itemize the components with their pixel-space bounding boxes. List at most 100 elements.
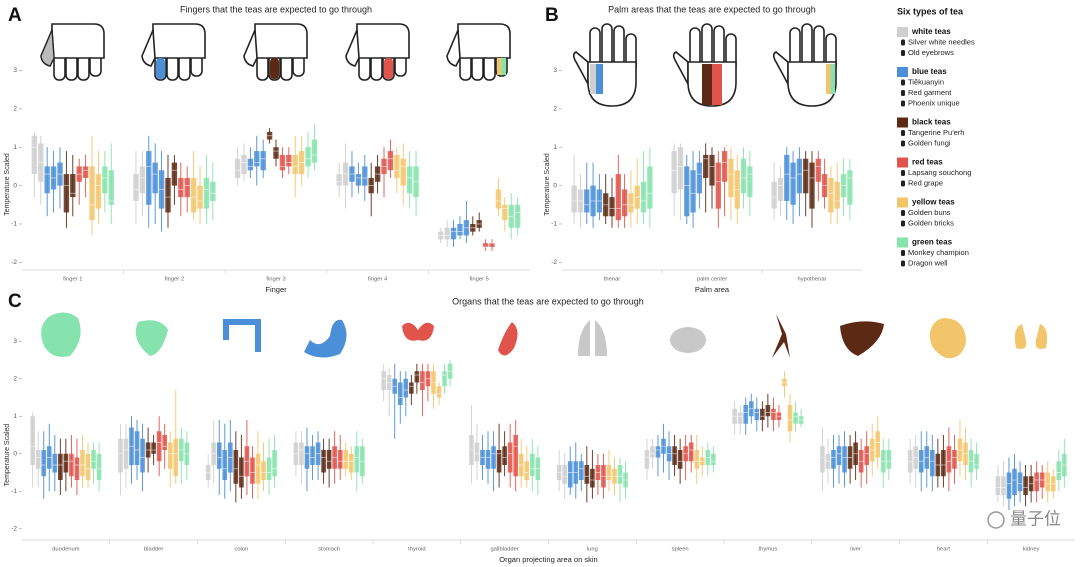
box [496,450,502,473]
box [261,461,266,480]
box [617,465,623,484]
box [250,457,255,484]
x-tick-label: thymus [759,547,778,553]
box [502,204,508,221]
box [941,450,946,477]
box [167,442,173,469]
box [728,158,734,198]
box [58,453,63,480]
x-tick-label: finger 2 [165,277,184,283]
box [787,405,793,432]
box [381,371,386,390]
legend-tea-icon [901,130,905,136]
box [44,166,50,194]
x-axis-label: Finger [265,285,287,294]
box [1017,472,1023,492]
box [771,181,777,209]
box [337,450,343,469]
box [771,408,776,420]
box [89,166,95,221]
box [63,174,70,213]
box [809,162,815,209]
box [796,158,803,194]
box [95,174,102,209]
box [171,162,178,186]
box [254,151,260,167]
watermark-text: 量子位 [1010,509,1061,528]
organ-icons [41,312,1048,359]
box [255,453,261,484]
box [562,465,568,484]
legend-tea-icon [901,100,905,107]
y-tick-label: 0 [553,182,557,189]
box [621,189,628,217]
box [203,177,210,209]
x-tick-label: liver [850,547,861,553]
legend-tea-icon [901,170,905,176]
box [650,446,655,458]
legend-tea-icon [901,210,905,216]
box [495,189,502,209]
y-axis-label: Temperature Scaled [4,424,11,487]
legend-tea-icon [901,250,905,256]
box [721,151,728,182]
box [946,446,952,473]
box [1034,472,1039,492]
y-tick-label: -1 [11,488,17,495]
box [690,170,696,213]
box [394,154,400,178]
box [286,154,292,167]
x-axis-label: Palm area [695,285,730,294]
box [677,450,683,469]
panel-label: A [8,5,22,26]
legend-group: blue teas [912,67,947,76]
box [91,450,96,469]
legend-swatch [897,157,908,168]
y-tick-label: -1 [11,221,17,228]
box [1056,461,1062,480]
x-tick-label: duodenum [52,547,80,553]
panel-label: B [545,5,559,26]
legend-tea: Phoenix unique [908,98,960,107]
box [820,446,825,473]
x-tick-label: lung [587,547,598,553]
box [864,446,870,465]
y-tick-label: 3 [13,338,17,345]
box [35,450,41,469]
box [777,177,784,201]
legend-tea-icon [901,220,905,227]
x-tick-label: spleen [672,547,689,553]
box [615,174,621,221]
box [321,450,326,473]
box [929,450,935,477]
y-tick-label: 0 [13,450,17,457]
x-tick-label: hypothenar [797,277,826,283]
x-tick-label: finger 3 [266,277,285,283]
box [740,158,747,194]
y-tick-label: 3 [553,67,557,74]
box [80,450,85,477]
legend-tea: Red garment [908,88,952,97]
x-tick-label: stomach [318,547,340,553]
box [184,177,190,198]
box [677,147,684,190]
box [336,174,342,186]
box [41,450,47,477]
box [688,442,694,462]
legend-tea: Tiêkuanyin [908,77,944,86]
box [123,438,129,469]
box [886,450,892,469]
box [305,147,311,167]
box [311,139,318,163]
box [457,223,463,236]
box [647,166,653,209]
box [118,438,123,473]
legend-swatch [897,117,908,128]
legend-tea: Monkey champion [908,248,969,257]
box [272,450,277,477]
box [362,166,368,186]
y-tick-label: -2 [551,259,557,266]
box [140,438,145,473]
box [974,453,979,469]
box [63,453,69,473]
